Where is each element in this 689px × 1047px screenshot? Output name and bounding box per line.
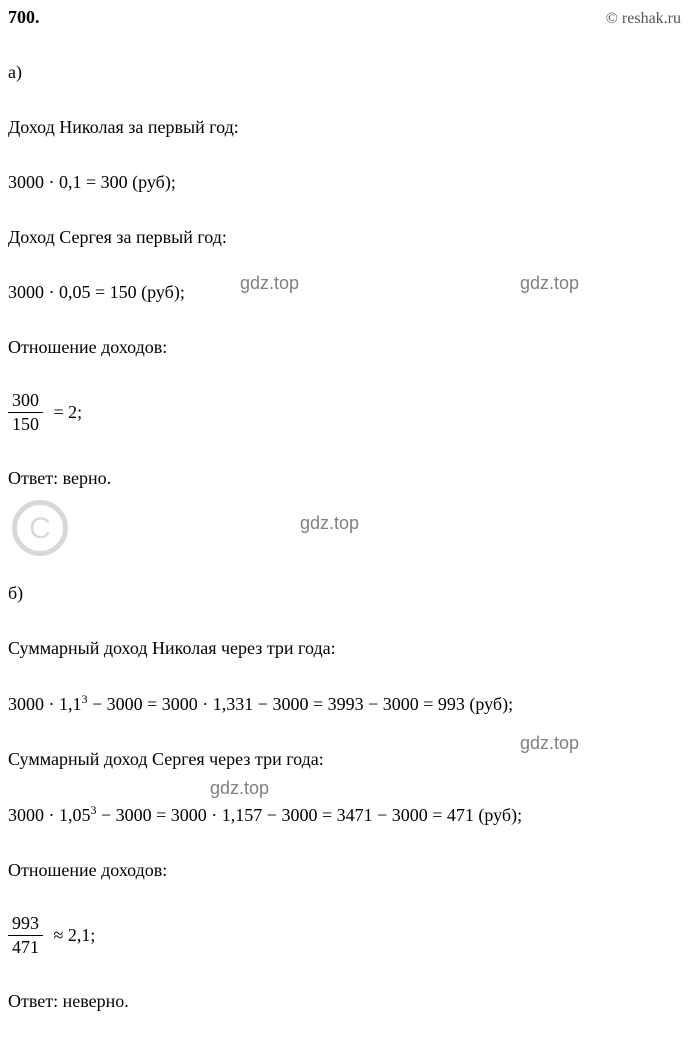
part-a-fraction: 300 150 — [8, 389, 43, 437]
part-b-line1-text: Суммарный доход Николая через три года: — [8, 635, 681, 662]
part-b-fraction-den: 471 — [8, 936, 43, 959]
spacer — [8, 520, 681, 580]
part-b-line2-before: 3000 · 1,05 — [8, 805, 91, 825]
part-b-line2-after: − 3000 = 3000 · 1,157 − 3000 = 3471 − 30… — [97, 805, 523, 825]
watermark-text: gdz.top — [210, 775, 269, 802]
header-row: 700. © reshak.ru — [8, 4, 681, 31]
part-a-fraction-line: 300 150 = 2; — [8, 389, 681, 437]
part-a-ratio-label: Отношение доходов: — [8, 334, 681, 361]
part-b-label: б) — [8, 580, 681, 607]
part-a-label: а) — [8, 59, 681, 86]
part-b-fraction-num: 993 — [8, 912, 43, 936]
part-a-line2-math: 3000 · 0,05 = 150 (руб); — [8, 279, 681, 306]
part-b-line2-math: 3000 · 1,053 − 3000 = 3000 · 1,157 − 300… — [8, 801, 681, 829]
part-b-ratio-label: Отношение доходов: — [8, 857, 681, 884]
part-a-answer: Ответ: верно. — [8, 465, 681, 492]
part-a-line1-text: Доход Николая за первый год: — [8, 114, 681, 141]
problem-number: 700. — [8, 4, 40, 31]
part-a-fraction-den: 150 — [8, 413, 43, 436]
part-a-line1-math: 3000 · 0,1 = 300 (руб); — [8, 169, 681, 196]
part-b-answer: Ответ: неверно. — [8, 988, 681, 1015]
part-b-line1-before: 3000 · 1,1 — [8, 694, 82, 714]
part-b-line2-text: Суммарный доход Сергея через три года: — [8, 746, 681, 773]
part-a-fraction-result: = 2; — [54, 399, 83, 426]
copyright-text: © reshak.ru — [606, 7, 681, 31]
part-b-line1-math: 3000 · 1,13 − 3000 = 3000 · 1,331 − 3000… — [8, 690, 681, 718]
part-a-line2-text: Доход Сергея за первый год: — [8, 224, 681, 251]
part-a-fraction-num: 300 — [8, 389, 43, 413]
part-b-line1-after: − 3000 = 3000 · 1,331 − 3000 = 3993 − 30… — [88, 694, 514, 714]
